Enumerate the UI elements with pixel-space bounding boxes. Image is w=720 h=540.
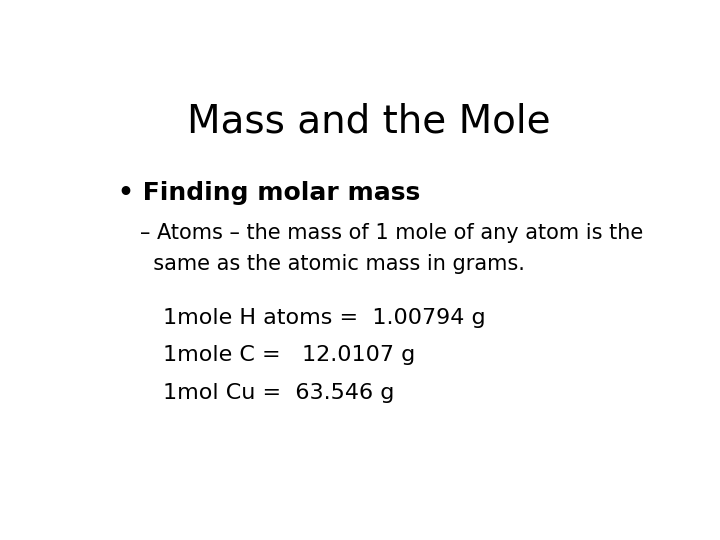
Text: 1mole H atoms =  1.00794 g: 1mole H atoms = 1.00794 g <box>163 308 485 328</box>
Text: same as the atomic mass in grams.: same as the atomic mass in grams. <box>140 254 525 274</box>
Text: – Atoms – the mass of 1 mole of any atom is the: – Atoms – the mass of 1 mole of any atom… <box>140 223 644 243</box>
Text: • Finding molar mass: • Finding molar mass <box>118 181 420 205</box>
Text: Mass and the Mole: Mass and the Mole <box>187 102 551 140</box>
Text: 1mol Cu =  63.546 g: 1mol Cu = 63.546 g <box>163 383 394 403</box>
Text: 1mole C =   12.0107 g: 1mole C = 12.0107 g <box>163 346 415 366</box>
